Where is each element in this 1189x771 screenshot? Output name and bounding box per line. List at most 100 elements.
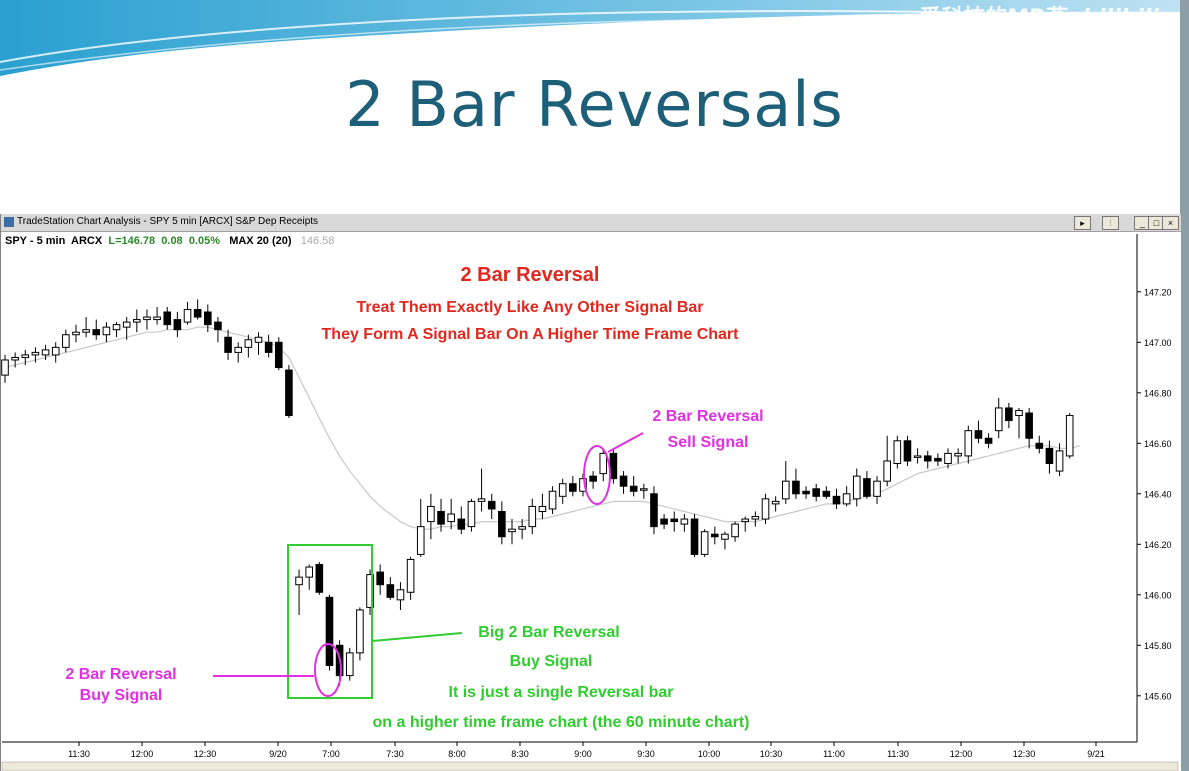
bear-candle-body <box>974 430 983 439</box>
bear-candle-body <box>498 510 506 538</box>
big-reversal-box <box>287 544 373 699</box>
candle <box>984 433 993 449</box>
bull-candle-body <box>477 498 486 502</box>
candle <box>954 448 962 464</box>
bull-candle-body <box>640 488 648 491</box>
symbol-label: SPY - 5 min <box>5 235 66 247</box>
bear-candle-body <box>204 311 212 326</box>
candle <box>82 317 90 338</box>
bull-candle-body <box>305 566 313 578</box>
candle <box>731 521 739 542</box>
candle <box>11 352 19 368</box>
sell-annotation-line1: 2 Bar Reversal <box>652 408 763 425</box>
bull-candle-body <box>416 526 425 555</box>
bull-candle-body <box>254 336 263 343</box>
bear-candle-body <box>619 475 628 487</box>
sell-reversal-ellipse <box>583 445 611 505</box>
bull-candle-body <box>21 354 30 358</box>
bull-candle-body <box>944 452 952 464</box>
candle <box>934 453 942 467</box>
bear-candle-body <box>457 518 466 530</box>
bull-candle-body <box>122 321 131 328</box>
bull-candle-body <box>994 407 1003 432</box>
candle <box>589 471 597 489</box>
bear-candle-body <box>863 478 871 497</box>
candle <box>640 483 648 499</box>
bull-candle-body <box>538 505 547 512</box>
bull-candle-body <box>467 500 476 528</box>
close-button[interactable]: × <box>1162 216 1179 230</box>
bull-candle-body <box>366 574 374 608</box>
last-price: L=146.78 <box>108 235 156 247</box>
candle <box>467 498 476 532</box>
bear-candle-body <box>274 341 283 369</box>
bear-candle-body <box>214 321 222 331</box>
buy-annotation-line1: 2 Bar Reversal <box>65 666 176 683</box>
bull-candle-body <box>406 558 415 593</box>
price-tick-label: 147.00 <box>1144 338 1172 348</box>
bear-candle-body <box>1025 412 1033 439</box>
candle <box>609 448 618 484</box>
candle <box>325 594 334 671</box>
candle <box>508 519 516 545</box>
candle <box>356 607 364 661</box>
bull-candle-body <box>731 523 739 538</box>
candle <box>629 476 638 497</box>
candle <box>437 498 445 532</box>
bull-candle-body <box>518 526 526 530</box>
header-wave <box>0 0 1189 76</box>
bull-candle-body <box>345 652 354 677</box>
bull-candle-body <box>234 346 243 353</box>
candle <box>122 317 131 340</box>
bull-candle-body <box>133 319 141 323</box>
candle <box>974 420 983 444</box>
bear-candle-body <box>285 369 293 417</box>
time-tick-label: 12:00 <box>950 749 973 759</box>
candle <box>1045 440 1054 474</box>
price-change-pct: 0.05% <box>188 235 221 247</box>
bear-candle-body <box>650 493 658 528</box>
candle <box>873 476 881 504</box>
big-annotation-line4: on a higher time frame chart (the 60 min… <box>373 714 750 731</box>
bull-candle-body <box>396 589 405 601</box>
scroll-left-button[interactable]: ▸ <box>1074 216 1091 230</box>
price-tick-label: 146.80 <box>1144 388 1172 398</box>
candle <box>133 309 141 333</box>
candle <box>944 448 952 469</box>
candle <box>193 299 202 320</box>
time-tick-label: 10:30 <box>760 749 783 759</box>
time-tick-label: 12:30 <box>1013 749 1036 759</box>
bear-candle-body <box>832 495 841 505</box>
bear-candle-body <box>711 533 719 538</box>
candle <box>112 322 121 338</box>
watermark: 爱科技的MR燕 bilibili <box>919 0 1159 32</box>
time-tick-label: 12:00 <box>131 749 154 759</box>
bull-candle-body <box>102 326 111 336</box>
bull-candle-body <box>721 533 729 540</box>
bear-candle-body <box>193 308 202 318</box>
candle <box>72 324 80 343</box>
candle <box>842 486 851 507</box>
bull-candle-body <box>741 518 750 523</box>
candle <box>579 473 587 497</box>
price-tick-label: 145.80 <box>1144 641 1172 651</box>
bull-candle-body <box>447 513 455 523</box>
candle <box>751 511 760 527</box>
candle <box>204 304 212 333</box>
tile-button[interactable]: ⫶ <box>1102 216 1119 230</box>
bear-candle-body <box>163 311 172 326</box>
bull-candle-body <box>700 531 709 555</box>
candle <box>1035 435 1044 454</box>
price-tick-label: 145.60 <box>1144 691 1172 701</box>
candle <box>761 493 770 525</box>
bull-candle-body <box>680 518 689 525</box>
chart-window: TradeStation Chart Analysis - SPY 5 min … <box>0 214 1181 771</box>
candle <box>711 526 719 545</box>
indicator-label: MAX 20 (20) <box>229 235 292 247</box>
candle <box>913 448 922 464</box>
candle <box>812 483 821 502</box>
bull-candle-body <box>842 493 851 505</box>
candle <box>832 488 841 509</box>
bull-candle-body <box>771 500 780 505</box>
